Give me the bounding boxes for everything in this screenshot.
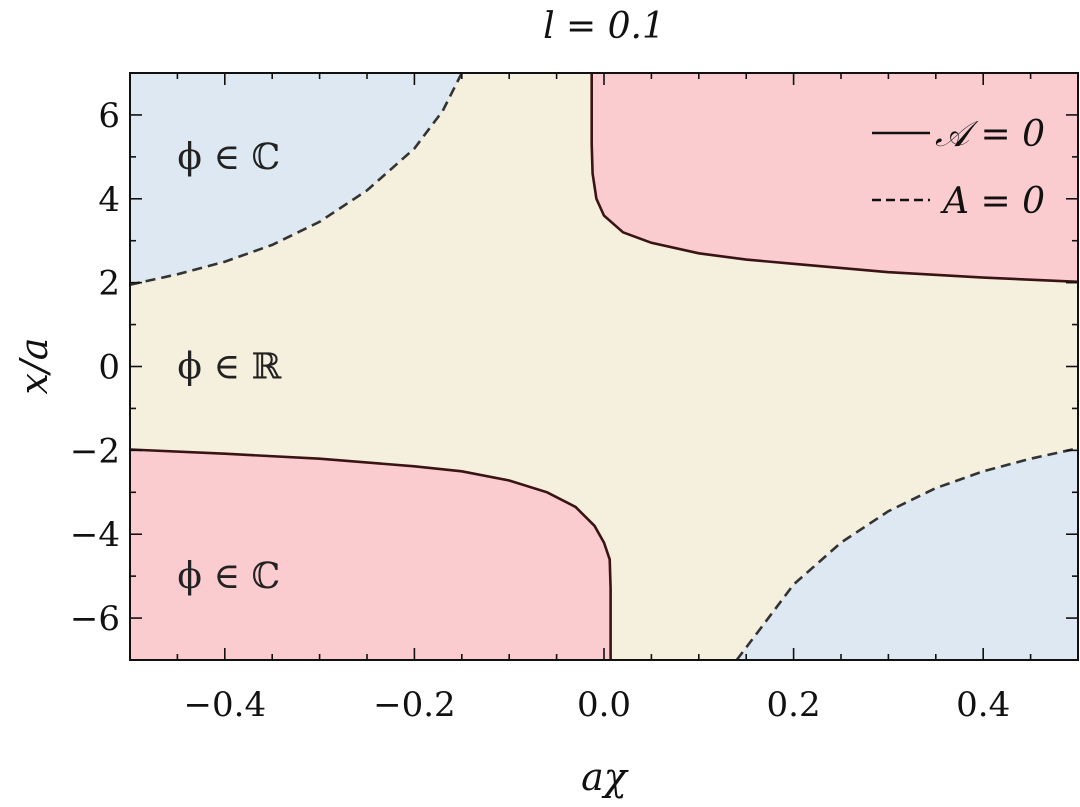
- y-tick-label: −4: [70, 515, 120, 555]
- x-tick-label: 0.2: [767, 685, 821, 725]
- x-tick-label: −0.4: [184, 685, 267, 725]
- legend: 𝒜 = 0 A = 0: [872, 114, 1045, 222]
- curves-group: [130, 73, 1078, 660]
- x-tick-label: 0.4: [956, 685, 1010, 725]
- region-complex-blue-top-left: [130, 73, 462, 285]
- y-tick-label: −6: [70, 599, 120, 639]
- curve-solid-branch-2: [130, 448, 612, 660]
- x-tick-label: 0.0: [577, 685, 631, 725]
- y-tick-label: 6: [98, 96, 120, 136]
- y-axis-label: x/a: [12, 338, 56, 395]
- region-complex-red-top-right: [591, 73, 1078, 282]
- region-complex-red-bottom-left: [130, 449, 611, 660]
- region-label-2: ϕ ∈ ℝ: [177, 347, 282, 388]
- x-tick-label: −0.2: [373, 685, 456, 725]
- region-label-1: ϕ ∈ ℂ: [177, 137, 280, 178]
- legend-label-series-2: A = 0: [940, 181, 1045, 222]
- y-tick-label: −2: [70, 431, 120, 471]
- region-label-3: ϕ ∈ ℂ: [177, 556, 280, 597]
- y-tick-label: 4: [98, 180, 120, 220]
- legend-label-series-1: 𝒜 = 0: [935, 114, 1045, 155]
- curve-dashed-branch-2: [735, 447, 1078, 660]
- ticks-group: −0.4 −0.2 0.0 0.2 0.4 −6 −4 −2 0 2 4 6: [70, 72, 1079, 725]
- y-tick-label: 0: [98, 348, 120, 388]
- region-complex-blue-bottom-right: [736, 448, 1078, 660]
- regions-group: [130, 73, 1078, 660]
- chart-title: l = 0.1: [543, 6, 665, 47]
- curve-solid-branch-1: [590, 73, 1078, 284]
- curve-dashed-branch-1: [130, 73, 463, 286]
- y-tick-label: 2: [98, 264, 120, 304]
- region-labels-group: ϕ ∈ ℂ ϕ ∈ ℝ ϕ ∈ ℂ: [177, 137, 282, 597]
- x-axis-label: aχ: [581, 755, 629, 799]
